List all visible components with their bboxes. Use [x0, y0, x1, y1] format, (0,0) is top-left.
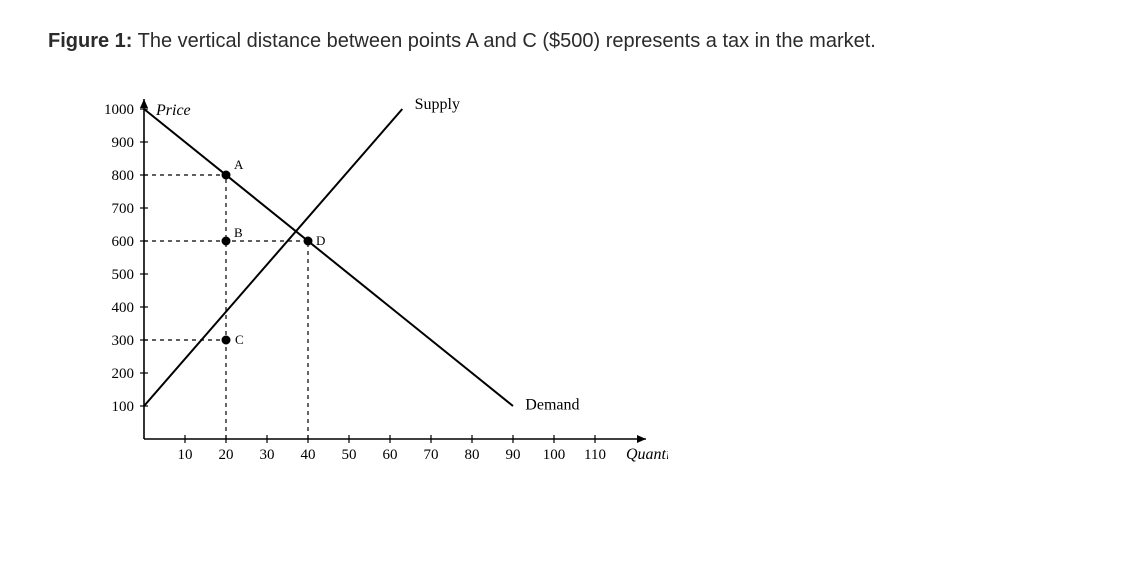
- y-tick-label: 200: [112, 366, 135, 382]
- x-tick-label: 100: [543, 447, 566, 463]
- point-label-A: A: [234, 157, 244, 172]
- page: Figure 1: The vertical distance between …: [0, 0, 1138, 562]
- x-axis-arrow: [637, 435, 646, 443]
- y-tick-label: 900: [112, 135, 135, 151]
- figure-label: Figure 1:: [48, 30, 132, 52]
- x-tick-label: 20: [219, 447, 234, 463]
- x-tick-label: 10: [178, 447, 193, 463]
- chart-svg: 10 20 30 40 50 60 70 80 90 100 110 100 200 300 400 500 6…: [48, 89, 668, 489]
- y-tick-label: 700: [112, 201, 135, 217]
- y-tick-label: 100: [112, 399, 135, 415]
- point-label-B: B: [234, 225, 243, 240]
- x-tick-label: 30: [260, 447, 275, 463]
- point-B: [222, 237, 230, 245]
- x-tick-label: 90: [506, 447, 521, 463]
- series-label-demand: Demand: [525, 396, 579, 413]
- point-A: [222, 171, 230, 179]
- y-axis-arrow: [140, 99, 148, 108]
- series-supply: [144, 109, 402, 406]
- figure-caption: Figure 1: The vertical distance between …: [48, 28, 1090, 55]
- point-label-C: C: [235, 332, 244, 347]
- y-tick-label: 800: [112, 168, 135, 184]
- x-tick-label: 70: [424, 447, 439, 463]
- x-tick-label: 80: [465, 447, 480, 463]
- y-tick-label: 300: [112, 333, 135, 349]
- x-tick-label: 50: [342, 447, 357, 463]
- chart: 10 20 30 40 50 60 70 80 90 100 110 100 200 300 400 500 6…: [48, 89, 668, 489]
- y-tick-label: 400: [112, 300, 135, 316]
- x-tick-label: 110: [584, 447, 606, 463]
- point-label-D: D: [316, 233, 325, 248]
- y-tick-label: 1000: [104, 102, 134, 118]
- series-label-supply: Supply: [415, 96, 460, 113]
- point-D: [304, 237, 312, 245]
- y-tick-label: 500: [112, 267, 135, 283]
- x-tick-label: 60: [383, 447, 398, 463]
- point-C: [222, 336, 230, 344]
- y-axis-title: Price: [155, 102, 191, 119]
- x-axis-title: Quantity: [626, 446, 668, 463]
- y-tick-label: 600: [112, 234, 135, 250]
- x-tick-label: 40: [301, 447, 316, 463]
- series-demand: [144, 109, 513, 406]
- figure-text: The vertical distance between points A a…: [138, 30, 876, 52]
